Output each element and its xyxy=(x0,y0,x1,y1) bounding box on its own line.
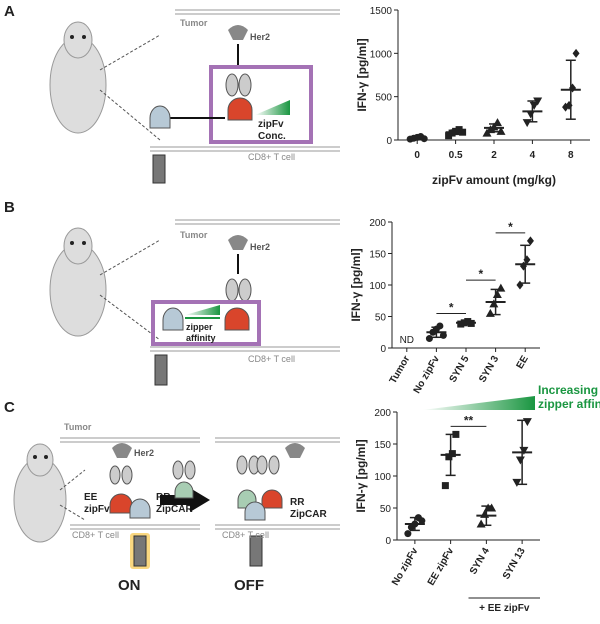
label: zipFv xyxy=(258,119,284,130)
significance-label: * xyxy=(478,267,483,281)
panel-label: C xyxy=(4,399,15,416)
y-axis-label: IFN-γ [pg/ml] xyxy=(355,38,369,111)
group-label: + EE zipFv xyxy=(479,603,530,614)
annotation: ND xyxy=(400,335,414,346)
label: zipFv xyxy=(84,504,110,515)
label: ZipCAR xyxy=(290,509,327,520)
box xyxy=(209,65,313,144)
caption: zipper affinity xyxy=(538,397,600,411)
point xyxy=(519,446,529,455)
point xyxy=(485,308,495,317)
x-tick-label: EE zipFv xyxy=(426,546,457,588)
x-tick-label: SYN 3 xyxy=(477,354,501,385)
x-tick-label: Tumor xyxy=(388,354,413,386)
point xyxy=(448,450,456,458)
y-tick-label: 200 xyxy=(374,408,391,419)
y-tick-label: 1000 xyxy=(370,49,393,60)
point xyxy=(526,236,534,246)
her2 xyxy=(228,25,248,40)
y-tick-label: 0 xyxy=(385,536,391,547)
point xyxy=(489,299,499,308)
label: Her2 xyxy=(250,32,270,42)
y-tick-label: 50 xyxy=(375,313,387,324)
diagram-a: Tumor Her2 zipFv Conc. CD8+ T cell xyxy=(49,9,340,184)
x-tick-label: 0.5 xyxy=(449,150,463,161)
point xyxy=(425,335,433,343)
caption-wedge xyxy=(422,396,535,410)
point xyxy=(436,322,444,330)
label: ZipCAR xyxy=(156,504,193,515)
x-tick-label: EE xyxy=(515,354,531,371)
label: affinity xyxy=(186,333,216,343)
point xyxy=(418,517,426,525)
x-tick-label: SYN 4 xyxy=(468,546,492,577)
label: CD8+ T cell xyxy=(248,354,295,364)
y-tick-label: 500 xyxy=(375,93,392,104)
mouse-head xyxy=(63,21,93,59)
point xyxy=(572,48,580,58)
significance-label: ** xyxy=(464,413,474,427)
x-tick-label: No zipFv xyxy=(412,354,443,396)
label: Her2 xyxy=(134,448,154,458)
x-tick-label: No zipFv xyxy=(390,546,421,588)
y-axis-label: IFN-γ [pg/ml] xyxy=(354,439,368,512)
label: RR xyxy=(290,497,305,508)
point xyxy=(522,418,532,427)
y-tick-label: 0 xyxy=(380,344,386,355)
label: Conc. xyxy=(258,131,286,142)
x-tick-label: SYN 13 xyxy=(501,546,528,582)
point xyxy=(439,331,447,339)
x-tick-label: SYN 5 xyxy=(448,354,472,385)
label: zipper xyxy=(186,322,213,332)
y-tick-label: 200 xyxy=(369,218,386,229)
significance-label: * xyxy=(508,220,513,234)
panel-label: A xyxy=(4,3,15,20)
point xyxy=(496,283,506,292)
point xyxy=(516,280,524,290)
label: OFF xyxy=(234,577,264,594)
diagram-c: Tumor Her2 EE zipFv RR ZipCAR CD8+ T cel… xyxy=(13,422,340,594)
x-axis-label: zipFv amount (mg/kg) xyxy=(432,173,556,187)
y-tick-label: 150 xyxy=(374,440,391,451)
point xyxy=(441,482,449,490)
label: Her2 xyxy=(250,242,270,252)
y-tick-label: 100 xyxy=(374,472,391,483)
x-tick-label: 2 xyxy=(491,150,497,161)
significance-label: * xyxy=(449,301,454,315)
label: CD8+ T cell xyxy=(72,530,119,540)
panel-label: B xyxy=(4,199,15,216)
label: Tumor xyxy=(180,230,208,240)
point xyxy=(404,530,412,538)
point xyxy=(476,519,486,528)
y-axis-label: IFN-γ [pg/ml] xyxy=(349,248,363,321)
point xyxy=(512,478,522,487)
x-tick-label: 8 xyxy=(568,150,574,161)
label: CD8+ T cell xyxy=(248,152,295,162)
label: Tumor xyxy=(180,18,208,28)
y-tick-label: 0 xyxy=(386,136,392,147)
point xyxy=(452,430,460,438)
point xyxy=(496,126,506,135)
caption: Increasing xyxy=(538,383,598,397)
label: ON xyxy=(118,577,141,594)
y-tick-label: 100 xyxy=(369,281,386,292)
x-tick-label: 0 xyxy=(414,150,420,161)
point xyxy=(522,119,532,128)
label: EE xyxy=(84,492,98,503)
x-tick-label: 4 xyxy=(530,150,536,161)
y-tick-label: 50 xyxy=(380,504,392,515)
point xyxy=(487,503,497,512)
y-tick-label: 150 xyxy=(369,250,386,261)
label: Tumor xyxy=(64,422,92,432)
label: CD8+ T cell xyxy=(222,530,269,540)
point xyxy=(515,456,525,465)
diagram-b: Tumor Her2 zipper affinity CD8+ T cell xyxy=(49,219,340,386)
point xyxy=(533,97,543,106)
y-tick-label: 1500 xyxy=(370,6,393,17)
